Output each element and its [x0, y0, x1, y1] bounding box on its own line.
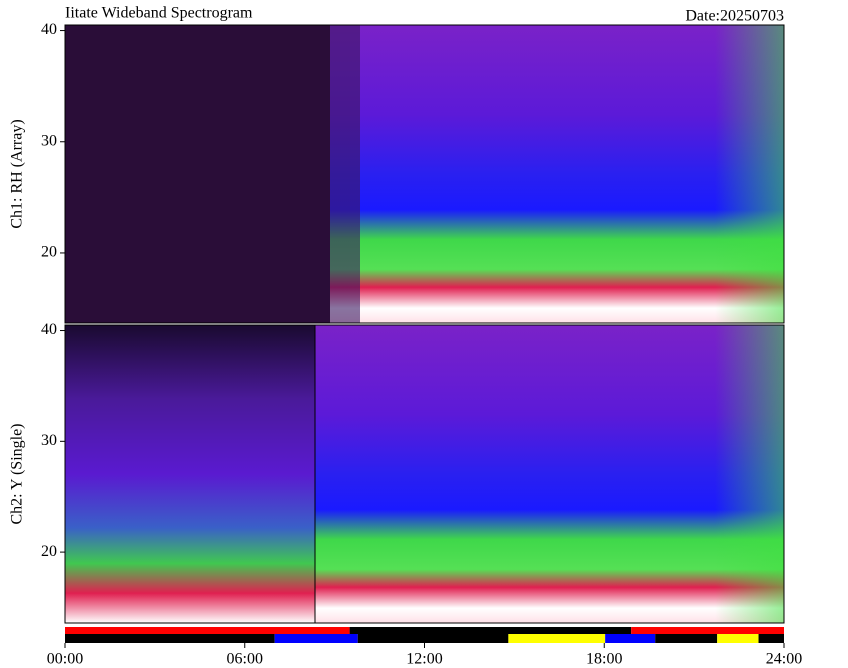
- x-tick-label: 18:00: [586, 651, 622, 668]
- panel-frame: [64, 324, 785, 624]
- status-segment: [508, 634, 606, 643]
- y-tick-label: 20: [41, 244, 57, 261]
- y-tick-label: 40: [41, 321, 57, 338]
- y-tick-label: 30: [41, 432, 57, 449]
- spectrogram-edge: [715, 325, 784, 623]
- status-segment: [758, 634, 784, 643]
- x-tick-label: 00:00: [47, 651, 83, 668]
- y-axis-label: Ch2: Y (Single): [9, 423, 26, 524]
- x-tick-label: 12:00: [406, 651, 442, 668]
- chart-date: Date:20250703: [685, 8, 784, 25]
- y-tick-label: 40: [41, 21, 57, 38]
- y-axis-label: Ch1: RH (Array): [9, 119, 26, 228]
- spectrogram-noisy-region: [65, 325, 315, 623]
- chart-title: Iitate Wideband Spectrogram: [65, 5, 253, 22]
- status-segment: [349, 627, 632, 634]
- spectrogram-quiet-region: [65, 25, 330, 323]
- x-tick-label: 24:00: [766, 651, 802, 668]
- y-tick-label: 30: [41, 132, 57, 149]
- panel-frame: [64, 24, 785, 324]
- status-segment: [717, 634, 759, 643]
- status-segment: [357, 634, 509, 643]
- x-tick-label: 06:00: [227, 651, 263, 668]
- status-segment: [274, 634, 358, 643]
- status-segment: [655, 634, 718, 643]
- status-segment: [65, 634, 275, 643]
- spectrogram-edge: [715, 25, 784, 323]
- spectrogram-transition: [330, 25, 360, 323]
- y-tick-label: 20: [41, 543, 57, 560]
- status-segment: [65, 627, 350, 634]
- status-segment: [605, 634, 656, 643]
- status-segment: [631, 627, 784, 634]
